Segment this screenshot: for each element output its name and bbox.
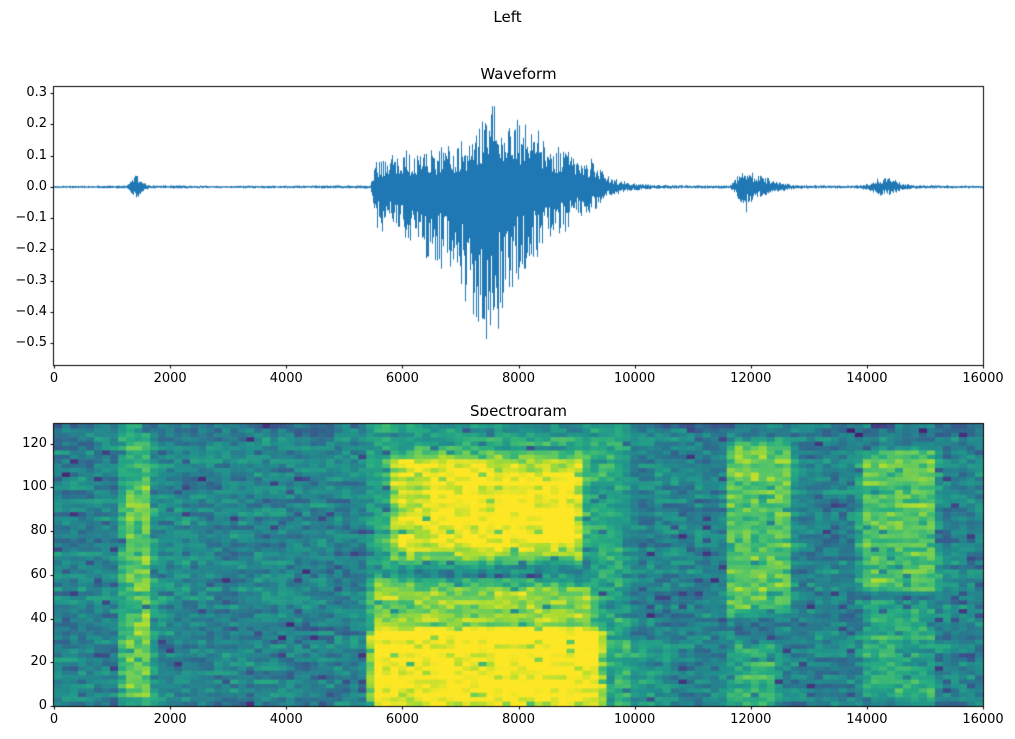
y-tick-label: 60 [30, 566, 47, 582]
y-tick-label: 0.1 [26, 147, 47, 163]
y-tick-label: 40 [30, 610, 47, 626]
x-tick-label: 2000 [153, 712, 187, 727]
x-tick-label: 12000 [730, 371, 772, 386]
y-tick-label: −0.4 [15, 303, 47, 319]
y-tick-label: 0.0 [26, 178, 47, 194]
x-tick-label: 14000 [846, 371, 888, 386]
y-tick-label: 80 [30, 523, 47, 539]
x-tick-label: 2000 [153, 371, 187, 386]
spectrogram-plot [46, 416, 991, 714]
x-tick-label: 10000 [613, 712, 656, 727]
waveform-plot [46, 79, 991, 373]
figure-title: Left [493, 8, 522, 26]
spectrogram-title: Spectrogram [470, 402, 567, 420]
y-tick-label: 0.3 [26, 85, 47, 101]
x-tick-label: 4000 [269, 712, 303, 727]
x-tick-label: 0 [49, 371, 59, 386]
x-tick-label: 8000 [501, 371, 536, 386]
y-tick-label: −0.2 [15, 241, 47, 257]
y-tick-label: −0.5 [15, 335, 47, 351]
y-tick-label: 100 [22, 479, 47, 495]
y-tick-label: 20 [30, 654, 47, 670]
x-tick-label: 8000 [501, 712, 536, 727]
x-tick-label: 16000 [962, 371, 1004, 386]
waveform-title: Waveform [480, 65, 557, 83]
x-tick-label: 14000 [846, 712, 888, 727]
x-tick-label: 12000 [730, 712, 772, 727]
x-tick-label: 0 [49, 712, 59, 727]
x-tick-label: 6000 [385, 371, 419, 386]
y-tick-label: 0.2 [26, 116, 47, 132]
x-tick-label: 6000 [385, 712, 419, 727]
y-tick-label: 120 [22, 435, 47, 451]
x-tick-label: 10000 [613, 371, 656, 386]
y-tick-label: 0 [38, 698, 47, 713]
x-tick-label: 4000 [269, 371, 303, 386]
y-tick-label: −0.1 [15, 210, 47, 226]
x-tick-label: 16000 [962, 712, 1004, 727]
y-tick-label: −0.3 [15, 272, 47, 288]
